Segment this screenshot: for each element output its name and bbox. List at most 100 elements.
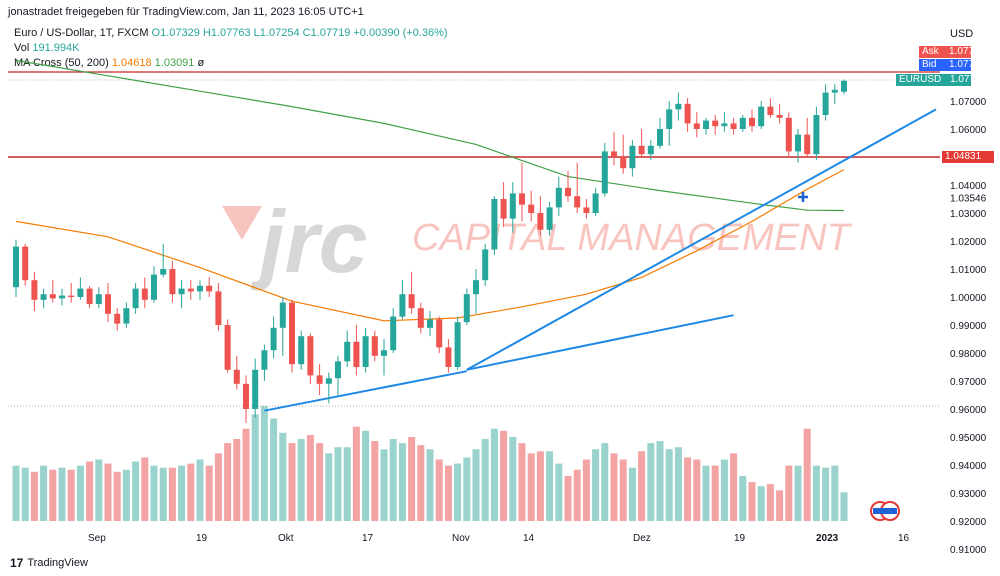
ma50-value: 1.04618 bbox=[111, 57, 152, 69]
ma200-line[interactable] bbox=[15, 59, 845, 212]
volume-bar bbox=[628, 467, 636, 521]
time-axis[interactable]: Sep 19 Okt 17 Nov 14 Dez 19 2023 16 bbox=[88, 533, 910, 544]
volume-bar bbox=[693, 459, 701, 521]
candle-body bbox=[261, 350, 268, 370]
candle-body bbox=[647, 145, 654, 155]
volume-bar bbox=[279, 432, 287, 521]
candle bbox=[427, 311, 433, 337]
candle-body bbox=[785, 117, 792, 152]
price-tick-label: 0.95000 bbox=[950, 433, 987, 444]
candle bbox=[114, 308, 121, 331]
trendline[interactable] bbox=[466, 108, 937, 371]
candle-body bbox=[767, 106, 774, 115]
candle bbox=[160, 243, 167, 278]
price-tick-label: 1.01000 bbox=[950, 265, 987, 276]
candle-body bbox=[215, 291, 222, 325]
candle bbox=[500, 182, 507, 227]
trendlines[interactable] bbox=[264, 108, 937, 412]
candle-body bbox=[436, 319, 443, 348]
volume-bar bbox=[776, 490, 784, 521]
volume-bar bbox=[242, 428, 250, 521]
last-price-value: 1.07719 bbox=[950, 74, 987, 85]
time-tick-label: Dez bbox=[633, 533, 651, 544]
candle bbox=[537, 196, 544, 236]
candle bbox=[390, 308, 397, 353]
candle bbox=[675, 92, 682, 121]
candle bbox=[684, 98, 691, 132]
candle bbox=[31, 271, 38, 311]
candle-body bbox=[795, 134, 801, 152]
candle-body bbox=[703, 120, 709, 129]
candle bbox=[601, 143, 608, 197]
volume-bar bbox=[297, 439, 305, 521]
volume-bar bbox=[178, 465, 186, 521]
candle bbox=[123, 302, 130, 328]
flag-icon[interactable] bbox=[870, 501, 900, 521]
candle bbox=[169, 260, 176, 303]
candle bbox=[509, 182, 516, 233]
volume-bar bbox=[684, 457, 692, 521]
candle-body bbox=[289, 302, 295, 365]
candle bbox=[141, 277, 148, 309]
volume-bar bbox=[49, 469, 57, 521]
candle-body bbox=[178, 288, 185, 295]
candle-body bbox=[362, 336, 369, 367]
ma-hidden-icon[interactable]: ø bbox=[197, 57, 205, 69]
candle-body bbox=[620, 157, 627, 169]
bid-value: 1.07719 bbox=[949, 59, 986, 70]
candle-body bbox=[519, 193, 525, 205]
candle bbox=[353, 325, 360, 376]
candle bbox=[712, 115, 719, 135]
trendline[interactable] bbox=[264, 370, 467, 412]
candle bbox=[252, 358, 259, 418]
trendline[interactable] bbox=[466, 314, 734, 371]
candle-body bbox=[86, 288, 93, 304]
price-tick-label: 0.94000 bbox=[950, 461, 987, 472]
candle bbox=[178, 280, 185, 309]
volume-bar bbox=[527, 453, 535, 521]
candle-body bbox=[712, 120, 719, 127]
price-tick-label: 1.07000 bbox=[950, 97, 987, 108]
volume-bar bbox=[555, 463, 563, 521]
candle-body bbox=[114, 313, 121, 324]
candle-body bbox=[822, 92, 829, 115]
candle-body bbox=[509, 193, 516, 219]
volume-bar bbox=[472, 449, 480, 521]
volume-bar bbox=[67, 469, 75, 521]
volume-bar bbox=[132, 461, 140, 521]
candle bbox=[233, 355, 240, 390]
candle bbox=[795, 129, 801, 163]
candle-body bbox=[721, 123, 728, 127]
candle-body bbox=[730, 123, 737, 129]
candle bbox=[197, 280, 203, 300]
volume-bar bbox=[794, 465, 802, 521]
volume-bar bbox=[601, 443, 609, 521]
candle-body bbox=[666, 109, 673, 129]
candle-body bbox=[638, 145, 645, 155]
footer-brand[interactable]: 17 TradingView bbox=[10, 556, 88, 570]
volume-bar bbox=[766, 484, 774, 521]
price-axis[interactable]: 1.07000 1.06000 1.04000 1.03546 1.03000 1.020… bbox=[950, 97, 987, 556]
candle bbox=[657, 117, 663, 149]
volume-bar bbox=[233, 439, 241, 521]
ma50-line[interactable] bbox=[15, 169, 845, 322]
volume-bar bbox=[518, 443, 526, 521]
candle bbox=[215, 283, 222, 331]
volume-bar bbox=[270, 418, 278, 521]
price-tick-label: 1.04000 bbox=[950, 181, 987, 192]
volume-bar bbox=[638, 451, 646, 521]
candle-body bbox=[684, 103, 691, 124]
candle bbox=[243, 375, 249, 423]
candle-body bbox=[206, 285, 213, 292]
volume-bar bbox=[260, 406, 268, 521]
legend-ma-row: MA Cross (50, 200) 1.04618 1.03091 ø bbox=[14, 56, 448, 71]
candle bbox=[206, 277, 213, 297]
volume-bar bbox=[205, 465, 213, 521]
candle bbox=[813, 106, 820, 160]
volume-value: 191.994K bbox=[32, 42, 80, 54]
candle bbox=[555, 176, 562, 216]
candle bbox=[22, 243, 29, 286]
candle bbox=[436, 316, 443, 353]
candle bbox=[362, 327, 369, 373]
